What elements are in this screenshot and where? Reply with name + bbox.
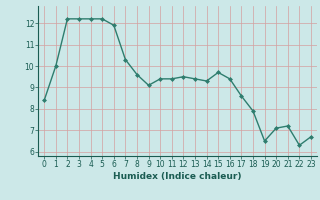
X-axis label: Humidex (Indice chaleur): Humidex (Indice chaleur) — [113, 172, 242, 181]
